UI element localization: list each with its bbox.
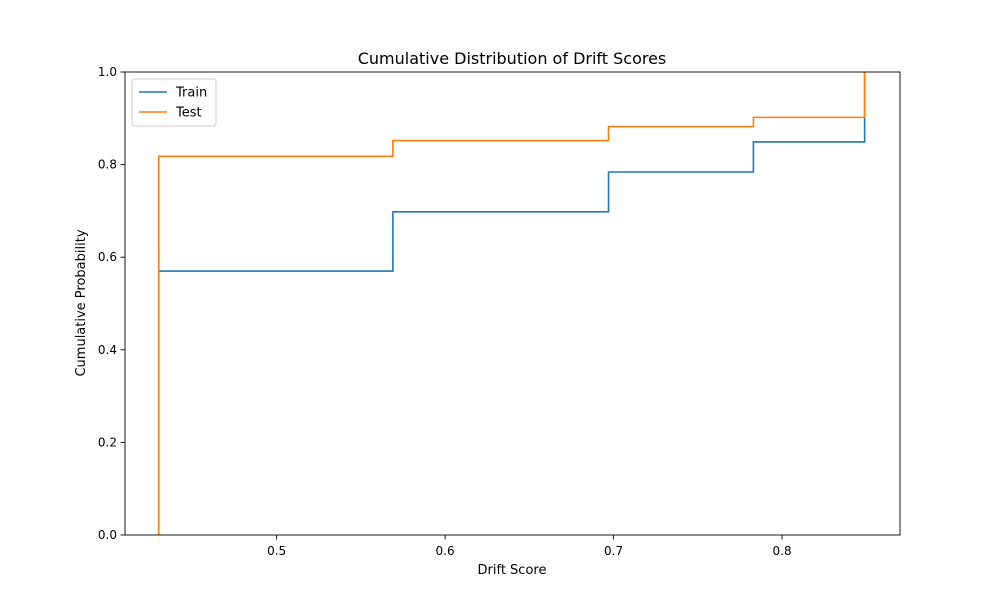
x-tick-label: 0.5 [267,544,286,558]
plot-area [124,71,901,536]
legend-label-train: Train [175,86,207,101]
x-axis-label: Drift Score [478,563,547,578]
legend: Train Test [131,78,217,127]
y-tick-label: 0.6 [98,250,117,264]
chart-title: Cumulative Distribution of Drift Scores [358,49,667,68]
y-axis-label: Cumulative Probability [74,229,89,376]
y-axis: 0.0 0.2 0.4 0.6 0.8 1.0 [98,65,125,542]
series-lines [157,72,866,535]
y-tick-label: 0.0 [98,528,117,542]
x-tick-label: 0.7 [604,544,623,558]
x-tick-label: 0.6 [436,544,455,558]
y-tick-label: 1.0 [98,65,117,79]
y-tick-label: 0.8 [98,158,117,172]
axes-frame [124,71,901,536]
y-tick-label: 0.4 [98,343,117,357]
legend-label-test: Test [175,106,202,121]
x-axis: 0.5 0.6 0.7 0.8 [267,535,792,558]
series-line-test [157,72,866,535]
legend-box [131,78,217,127]
series-line-train [157,72,866,535]
y-tick-label: 0.2 [98,435,117,449]
x-tick-label: 0.8 [773,544,792,558]
